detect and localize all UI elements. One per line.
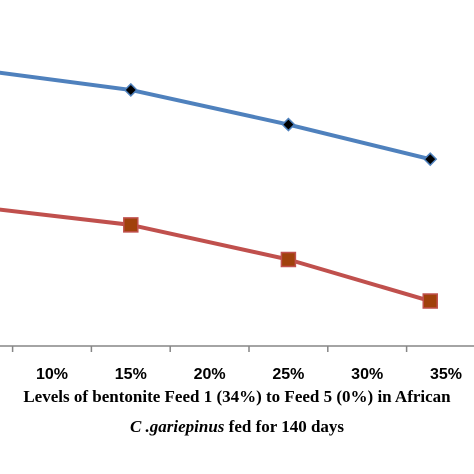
series-1-line xyxy=(0,70,431,162)
series-1-point xyxy=(423,152,438,167)
x-tick-label: 15% xyxy=(115,366,147,383)
x-tick-label: 10% xyxy=(36,366,68,383)
series-1-point xyxy=(123,82,138,98)
series-markers xyxy=(123,82,438,309)
series-lines xyxy=(0,70,431,303)
series-2-point xyxy=(123,217,139,233)
x-tick-label: 20% xyxy=(194,366,226,383)
x-tick-label: 30% xyxy=(351,366,383,383)
series-2-point xyxy=(422,293,438,309)
series-2-point xyxy=(280,251,297,268)
x-tick-label: 25% xyxy=(272,366,304,383)
x-axis-label: Levels of bentonite Feed 1 (34%) to Feed… xyxy=(23,387,451,406)
series-1-point xyxy=(281,117,296,132)
x-axis-ticks xyxy=(11,346,408,352)
x-axis-label-rest: fed for 140 days xyxy=(224,417,344,436)
x-axis-label-line2: C .gariepinus fed for 140 days xyxy=(130,417,344,436)
x-tick-label: 35% xyxy=(430,366,462,383)
series-2-line xyxy=(0,207,431,303)
x-tick-labels: 10% 15% 20% 25% 30% 35% xyxy=(36,366,462,383)
x-axis-label-species: C .gariepinus xyxy=(130,417,225,436)
